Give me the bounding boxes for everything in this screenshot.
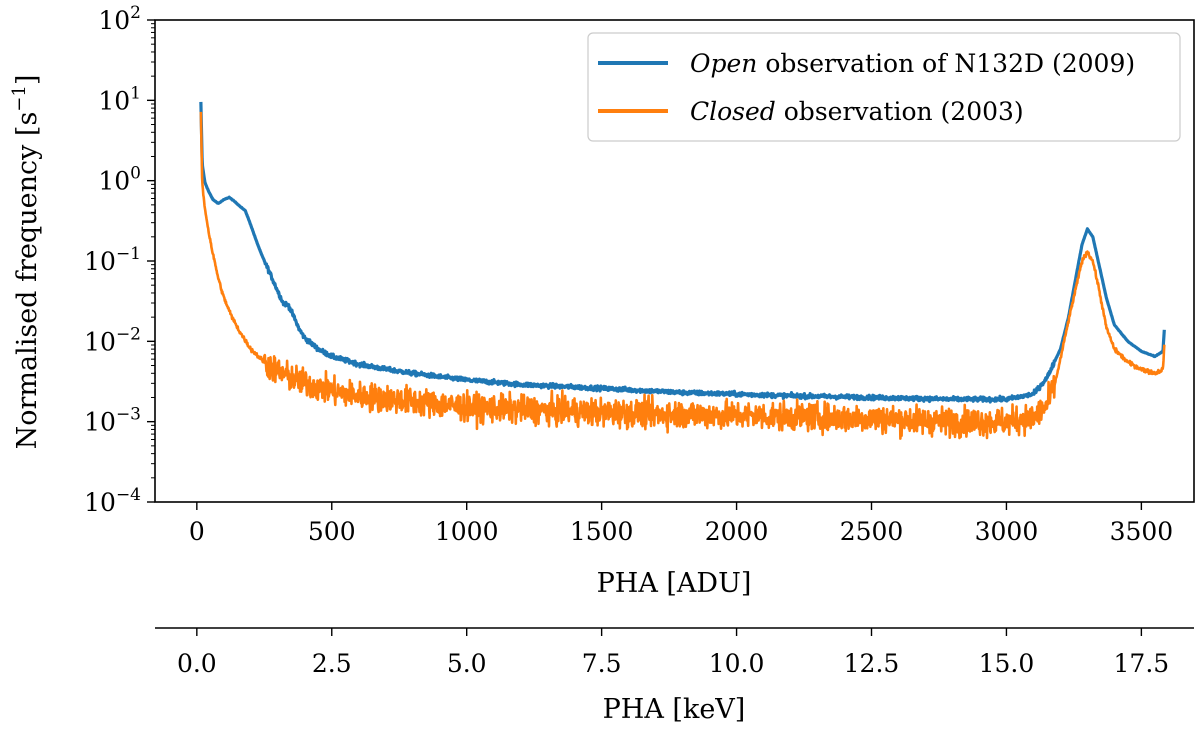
y-axis-title: Normalised frequency [s−1] — [9, 75, 43, 450]
x2-tick-label: 12.5 — [844, 649, 900, 678]
y-tick-label: 100 — [98, 164, 141, 196]
y-tick-label: 10−1 — [84, 244, 141, 276]
y-tick-label: 10−4 — [84, 485, 141, 517]
x2-tick-label: 17.5 — [1114, 649, 1170, 678]
legend-label-open: Open observation of N132D (2009) — [690, 49, 1135, 78]
series-line-open — [199, 101, 1166, 404]
legend-label-closed: Closed observation (2003) — [690, 97, 1024, 126]
legend-box — [587, 32, 1181, 142]
x2-tick-label: 2.5 — [312, 649, 352, 678]
x-tick-label: 2000 — [705, 517, 769, 546]
x-tick-label: 500 — [308, 517, 356, 546]
series-line-closed — [199, 111, 1166, 440]
x-tick-label: 2500 — [840, 517, 904, 546]
y-tick-label: 102 — [98, 3, 141, 35]
legend: Open observation of N132D (2009) Closed … — [587, 32, 1181, 142]
secondary-x-axis: 0.0 2.5 5.0 7.5 10.0 12.5 15.0 17.5 — [177, 628, 1169, 678]
y-tick-label: 101 — [98, 83, 141, 115]
y-axis: 102 101 100 10−1 10−2 10−3 10−4 — [84, 3, 155, 517]
secondary-x-axis-title: PHA [keV] — [603, 694, 746, 725]
y-tick-label: 10−3 — [84, 405, 141, 437]
x-axis: 0 500 1000 1500 2000 2500 3000 3500 — [189, 502, 1173, 546]
x2-tick-label: 5.0 — [447, 649, 487, 678]
x-tick-label: 0 — [189, 517, 205, 546]
x2-tick-label: 10.0 — [709, 649, 765, 678]
x-tick-label: 3000 — [975, 517, 1039, 546]
x-tick-label: 1000 — [435, 517, 499, 546]
x2-tick-label: 0.0 — [177, 649, 217, 678]
x-tick-label: 1500 — [570, 517, 634, 546]
x2-tick-label: 15.0 — [979, 649, 1035, 678]
x-axis-title: PHA [ADU] — [597, 568, 752, 599]
y-tick-label: 10−2 — [84, 324, 141, 356]
series-layer — [199, 101, 1166, 440]
x2-tick-label: 7.5 — [582, 649, 622, 678]
x-tick-label: 3500 — [1110, 517, 1174, 546]
